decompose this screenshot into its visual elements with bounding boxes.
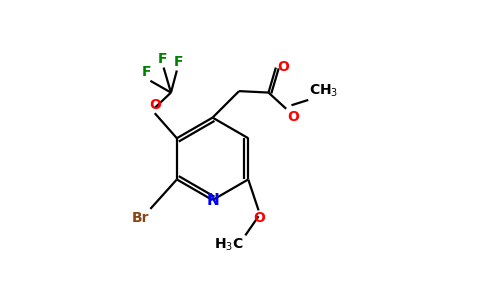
Text: H$_3$C: H$_3$C [214, 236, 244, 253]
Text: F: F [157, 52, 167, 66]
Text: N: N [206, 193, 219, 208]
Text: O: O [150, 98, 161, 112]
Text: Br: Br [131, 211, 149, 225]
Text: F: F [142, 65, 151, 79]
Text: CH$_3$: CH$_3$ [309, 83, 338, 99]
Text: O: O [253, 211, 265, 225]
Text: O: O [287, 110, 299, 124]
Text: F: F [174, 55, 183, 69]
Text: O: O [277, 60, 289, 74]
